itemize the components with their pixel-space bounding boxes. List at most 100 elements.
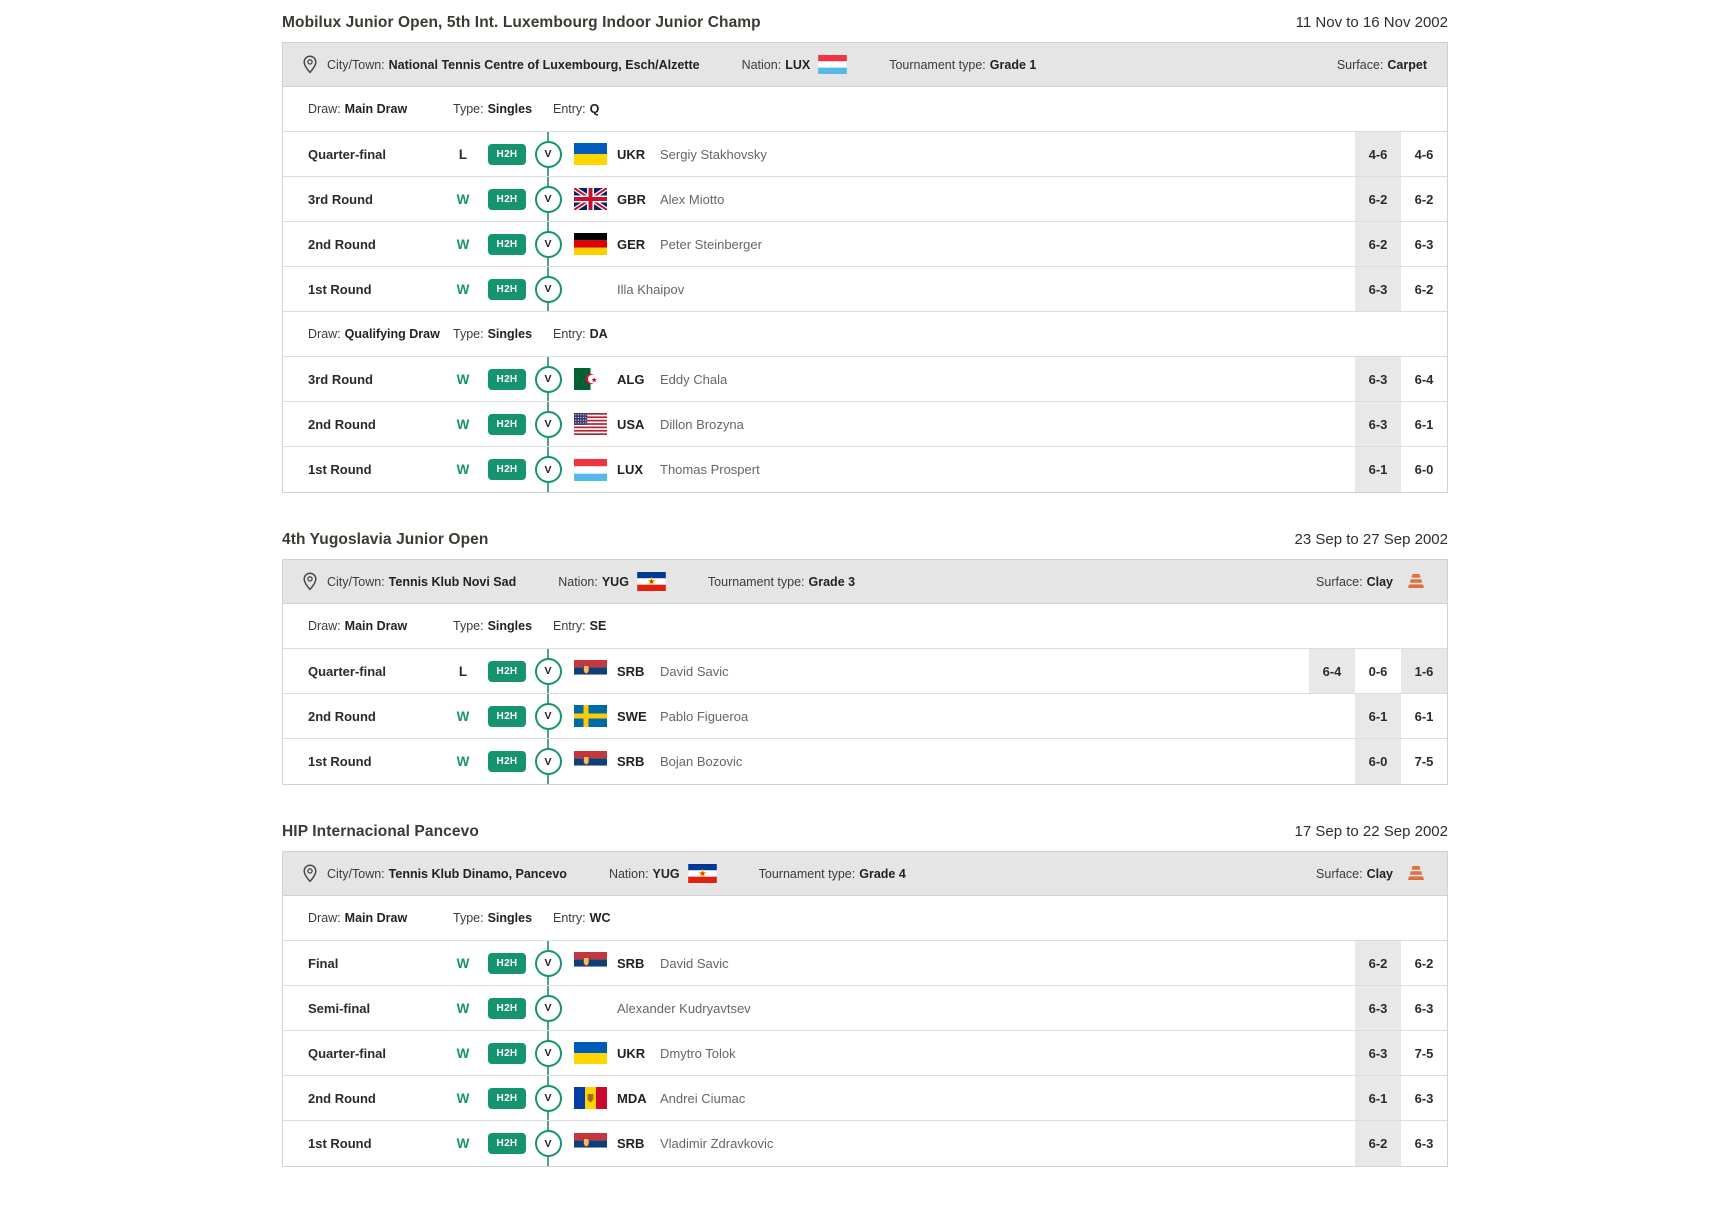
nation-label: Nation: bbox=[558, 574, 598, 589]
h2h-button[interactable]: H2H bbox=[488, 413, 526, 435]
flag-srb-icon bbox=[574, 952, 607, 974]
player-name[interactable]: David Savic bbox=[660, 955, 729, 971]
versus-circle[interactable]: V bbox=[534, 657, 562, 685]
h2h-button[interactable]: H2H bbox=[488, 278, 526, 300]
versus-circle[interactable]: V bbox=[534, 748, 562, 775]
player-name[interactable]: Sergiy Stakhovsky bbox=[660, 146, 767, 162]
player-name[interactable]: Andrei Ciumac bbox=[660, 1090, 746, 1106]
entry-label: Entry: bbox=[553, 619, 586, 633]
round-name: 1st Round bbox=[308, 754, 372, 769]
versus-circle[interactable]: V bbox=[534, 230, 562, 258]
flag-gbr-icon bbox=[574, 188, 607, 210]
player-name[interactable]: Alexander Kudryavtsev bbox=[617, 1000, 751, 1016]
tournament-dates: 17 Sep to 22 Sep 2002 bbox=[1294, 823, 1448, 840]
match-scores: 6-0 7-5 bbox=[1355, 739, 1447, 784]
tournament-type-label: Tournament type: bbox=[707, 574, 805, 589]
player-name[interactable]: Illa Khaipov bbox=[617, 281, 685, 297]
h2h-button[interactable]: H2H bbox=[488, 1087, 526, 1109]
player-name[interactable]: Dillon Brozyna bbox=[660, 416, 744, 432]
h2h-button[interactable]: H2H bbox=[488, 368, 526, 390]
nation-value: LUX bbox=[785, 57, 811, 72]
versus-column: V bbox=[526, 177, 570, 221]
draw-value: Main Draw bbox=[344, 619, 408, 633]
h2h-column: H2H bbox=[488, 132, 526, 176]
tournament-type-value: Grade 3 bbox=[808, 574, 856, 589]
player-name[interactable]: Pablo Figueroa bbox=[660, 708, 749, 724]
draw-entry-group: Entry: DA bbox=[553, 327, 608, 341]
player-name[interactable]: David Savic bbox=[660, 663, 729, 679]
round-name: 2nd Round bbox=[308, 236, 376, 252]
score-cell: 6-2 bbox=[1355, 222, 1401, 266]
player-name[interactable]: Peter Steinberger bbox=[660, 236, 762, 252]
country-code: LUX bbox=[617, 462, 643, 477]
match-result: W bbox=[456, 1045, 470, 1061]
score-cell: 4-6 bbox=[1355, 132, 1401, 176]
match-scores: 6-3 6-1 bbox=[1355, 402, 1447, 446]
h2h-button[interactable]: H2H bbox=[488, 143, 526, 165]
player-name[interactable]: Thomas Prospert bbox=[660, 462, 760, 477]
flag-srb-icon bbox=[574, 750, 607, 773]
tournament-title: 4th Yugoslavia Junior Open bbox=[282, 531, 489, 548]
player-name[interactable]: Dmytro Tolok bbox=[660, 1045, 736, 1061]
versus-circle[interactable]: V bbox=[534, 185, 562, 213]
player-name[interactable]: Eddy Chala bbox=[660, 371, 728, 387]
versus-circle[interactable]: V bbox=[534, 275, 562, 303]
versus-circle[interactable]: V bbox=[534, 365, 562, 393]
versus-circle[interactable]: V bbox=[534, 949, 562, 977]
h2h-column: H2H bbox=[488, 1121, 526, 1166]
score-cell: 6-2 bbox=[1355, 1121, 1401, 1166]
versus-column: V bbox=[526, 1031, 570, 1075]
match-scores: 6-3 6-4 bbox=[1355, 357, 1447, 401]
tournament-type-value: Grade 4 bbox=[859, 866, 906, 881]
city-town-value: Tennis Klub Dinamo, Pancevo bbox=[388, 866, 567, 881]
draw-type-group: Type: Singles bbox=[453, 102, 553, 116]
h2h-button[interactable]: H2H bbox=[488, 233, 526, 255]
match-row: 3rd Round W H2H V GBR Alex Miotto 6-2 6-2 bbox=[283, 177, 1447, 222]
flag-srb-icon bbox=[574, 660, 607, 682]
versus-circle[interactable]: V bbox=[534, 410, 562, 438]
h2h-button[interactable]: H2H bbox=[488, 459, 526, 480]
h2h-column: H2H bbox=[488, 222, 526, 266]
match-scores: 6-2 6-2 bbox=[1355, 177, 1447, 221]
match-scores: 6-3 6-3 bbox=[1355, 986, 1447, 1030]
h2h-button[interactable]: H2H bbox=[488, 660, 526, 682]
h2h-button[interactable]: H2H bbox=[488, 1042, 526, 1064]
city-town-value: Tennis Klub Novi Sad bbox=[388, 574, 517, 589]
score-cell: 6-1 bbox=[1355, 447, 1401, 492]
versus-circle[interactable]: V bbox=[534, 702, 562, 730]
match-scores: 6-2 6-3 bbox=[1355, 222, 1447, 266]
player-activity-page: Mobilux Junior Open, 5th Int. Luxembourg… bbox=[282, 0, 1448, 1167]
score-cell: 6-3 bbox=[1414, 236, 1434, 252]
h2h-button[interactable]: H2H bbox=[488, 705, 526, 727]
versus-circle[interactable]: V bbox=[534, 456, 562, 483]
h2h-button[interactable]: H2H bbox=[488, 1133, 526, 1154]
versus-circle[interactable]: V bbox=[534, 1130, 562, 1157]
tournament-dates: 11 Nov to 16 Nov 2002 bbox=[1295, 14, 1448, 31]
player-name[interactable]: Vladimir Zdravkovic bbox=[660, 1136, 774, 1151]
h2h-button[interactable]: H2H bbox=[488, 997, 526, 1019]
h2h-button[interactable]: H2H bbox=[488, 188, 526, 210]
player-name[interactable]: Alex Miotto bbox=[660, 191, 725, 207]
round-name: Quarter-final bbox=[308, 1045, 387, 1061]
h2h-button[interactable]: H2H bbox=[488, 952, 526, 974]
versus-circle[interactable]: V bbox=[534, 1039, 562, 1067]
score-cell: 6-2 bbox=[1414, 955, 1434, 971]
entry-value: DA bbox=[589, 327, 608, 341]
surface-item: Surface: Clay bbox=[1316, 574, 1427, 589]
tournament-type-item: Tournament type: Grade 4 bbox=[759, 867, 906, 881]
flag-ukr-icon bbox=[574, 1042, 607, 1064]
tournament-header: HIP Internacional Pancevo 17 Sep to 22 Se… bbox=[282, 823, 1448, 841]
h2h-button[interactable]: H2H bbox=[488, 751, 526, 772]
tournament-type-label: Tournament type: bbox=[758, 866, 856, 881]
player-name[interactable]: Bojan Bozovic bbox=[660, 754, 743, 769]
h2h-column: H2H bbox=[488, 1076, 526, 1120]
versus-circle[interactable]: V bbox=[534, 1084, 562, 1112]
match-scores: 6-4 0-6 1-6 bbox=[1309, 649, 1447, 693]
draw-name-group: Draw: Main Draw bbox=[308, 911, 453, 925]
nation-value: YUG bbox=[601, 574, 629, 589]
versus-circle[interactable]: V bbox=[534, 140, 562, 168]
versus-circle[interactable]: V bbox=[534, 994, 562, 1022]
match-row: Quarter-final L H2H V SRB David Savic 6-4 0-6 1-… bbox=[283, 649, 1447, 694]
score-cell: 6-0 bbox=[1414, 462, 1434, 477]
match-row: Quarter-final L H2H V UKR Sergiy Stakhovsky 4-… bbox=[283, 132, 1447, 177]
